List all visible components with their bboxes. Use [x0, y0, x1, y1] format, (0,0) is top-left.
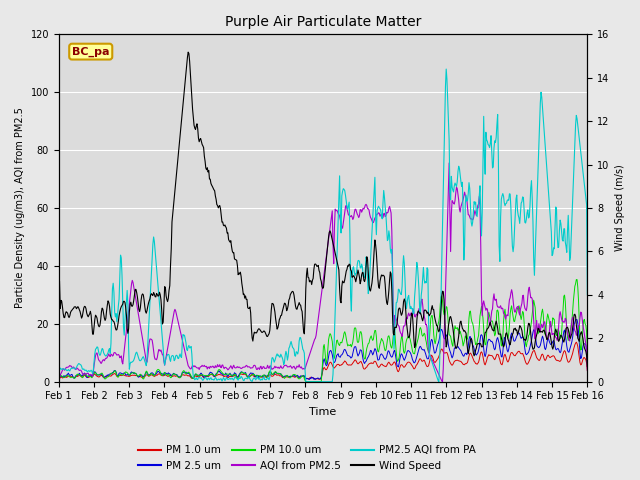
AQI from PM2.5 [173, 312, 180, 317]
PM 10.0 um [119, 372, 127, 378]
PM2.5 AQI from PA [584, 292, 591, 298]
AQI from PM2.5 [438, 379, 446, 384]
PM 10.0 um [388, 345, 396, 351]
Y-axis label: Particle Density (ug/m3), AQI from PM2.5: Particle Density (ug/m3), AQI from PM2.5 [15, 108, 25, 309]
PM 1.0 um [173, 373, 180, 379]
Wind Speed [119, 301, 127, 307]
Wind Speed [173, 172, 180, 178]
PM2.5 AQI from PA [55, 374, 63, 380]
PM2.5 AQI from PA [403, 299, 411, 304]
Wind Speed [55, 304, 63, 310]
PM 2.5 um [65, 370, 72, 376]
PM 2.5 um [388, 354, 396, 360]
Line: PM 2.5 um: PM 2.5 um [59, 320, 588, 379]
PM2.5 AQI from PA [442, 66, 450, 72]
Text: BC_pa: BC_pa [72, 47, 109, 57]
AQI from PM2.5 [200, 362, 208, 368]
PM2.5 AQI from PA [302, 379, 310, 384]
PM 2.5 um [573, 317, 581, 323]
Line: Wind Speed: Wind Speed [59, 52, 588, 366]
PM 2.5 um [119, 371, 127, 377]
Wind Speed [388, 288, 396, 293]
PM 10.0 um [302, 379, 310, 384]
PM 10.0 um [584, 345, 591, 350]
Wind Speed [584, 363, 591, 369]
PM 2.5 um [306, 376, 314, 382]
Y-axis label: Wind Speed (m/s): Wind Speed (m/s) [615, 165, 625, 252]
PM 1.0 um [200, 375, 208, 381]
PM 2.5 um [55, 376, 63, 382]
PM 10.0 um [55, 376, 63, 382]
PM2.5 AQI from PA [173, 352, 180, 358]
PM 1.0 um [65, 373, 72, 379]
PM 1.0 um [403, 361, 410, 367]
AQI from PM2.5 [445, 160, 453, 166]
AQI from PM2.5 [65, 364, 72, 370]
Line: PM 1.0 um: PM 1.0 um [59, 342, 588, 380]
PM2.5 AQI from PA [200, 375, 208, 381]
Line: PM2.5 AQI from PA: PM2.5 AQI from PA [59, 69, 588, 382]
PM 1.0 um [55, 377, 63, 383]
AQI from PM2.5 [584, 367, 591, 373]
PM 1.0 um [119, 372, 127, 378]
PM2.5 AQI from PA [119, 297, 127, 303]
PM 2.5 um [403, 348, 411, 354]
PM 1.0 um [584, 368, 591, 373]
Wind Speed [184, 49, 192, 55]
X-axis label: Time: Time [309, 407, 337, 417]
AQI from PM2.5 [55, 377, 63, 383]
AQI from PM2.5 [387, 210, 395, 216]
PM 10.0 um [573, 276, 580, 282]
AQI from PM2.5 [119, 361, 127, 367]
PM 1.0 um [387, 362, 395, 368]
PM 2.5 um [200, 374, 208, 380]
Line: PM 10.0 um: PM 10.0 um [59, 279, 588, 382]
Wind Speed [65, 313, 72, 319]
AQI from PM2.5 [403, 315, 410, 321]
Line: AQI from PM2.5: AQI from PM2.5 [59, 163, 588, 382]
Legend: PM 1.0 um, PM 2.5 um, PM 10.0 um, AQI from PM2.5, PM2.5 AQI from PA, Wind Speed: PM 1.0 um, PM 2.5 um, PM 10.0 um, AQI fr… [134, 441, 481, 475]
PM 2.5 um [173, 372, 180, 377]
PM 10.0 um [65, 373, 72, 379]
PM2.5 AQI from PA [65, 367, 72, 372]
Wind Speed [201, 158, 209, 164]
Title: Purple Air Particulate Matter: Purple Air Particulate Matter [225, 15, 421, 29]
PM2.5 AQI from PA [388, 246, 396, 252]
PM 10.0 um [173, 372, 180, 378]
Wind Speed [403, 326, 411, 332]
PM 10.0 um [200, 372, 208, 378]
PM 1.0 um [573, 339, 580, 345]
PM 2.5 um [584, 360, 591, 365]
PM 10.0 um [403, 335, 411, 341]
